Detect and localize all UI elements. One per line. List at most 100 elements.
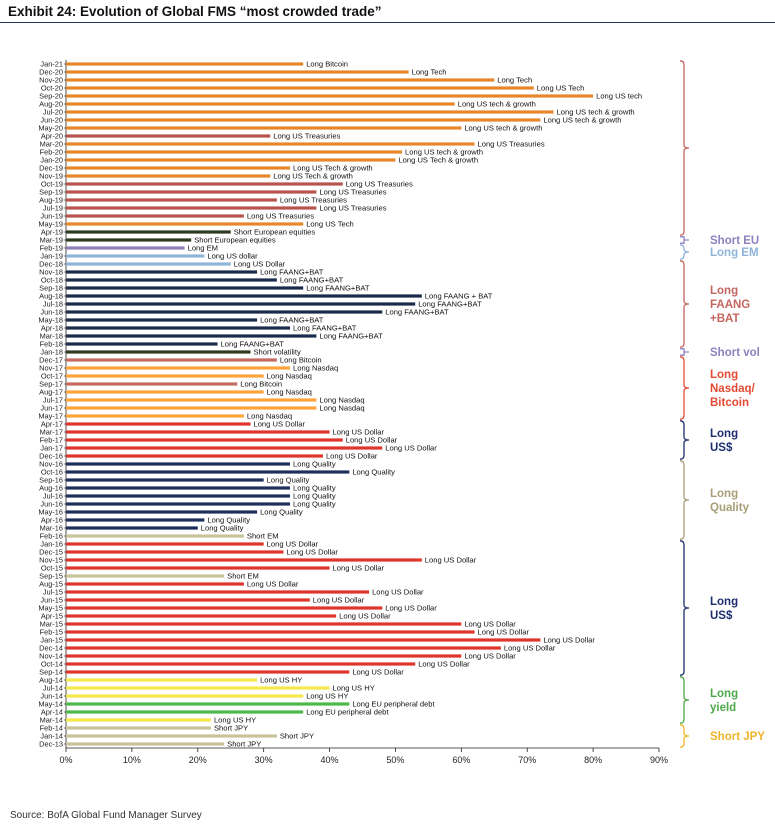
bar (66, 342, 218, 346)
bar (66, 606, 383, 610)
bar (66, 590, 370, 594)
y-tick-label: Jun-16 (40, 500, 63, 509)
data-label: Long US Tech (306, 219, 354, 228)
y-tick-label: Mar-17 (40, 428, 63, 437)
y-tick-label: Jul-15 (43, 588, 63, 597)
data-label: Short volatility (253, 347, 300, 356)
y-tick-label: Apr-14 (41, 708, 63, 717)
bar (66, 382, 238, 386)
y-tick-label: Nov-19 (39, 172, 63, 181)
y-tick-label: Apr-20 (41, 132, 63, 141)
group-label: Nasdaq/ (710, 383, 756, 395)
bar (66, 206, 317, 210)
data-label: Long US tech (596, 91, 642, 100)
data-label: Long FAANG+BAT (293, 323, 357, 332)
y-tick-label: Dec-20 (39, 68, 63, 77)
y-tick-label: Oct-20 (41, 84, 63, 93)
bar (66, 670, 350, 674)
bar (66, 662, 416, 666)
data-label: Short JPY (214, 723, 248, 732)
bar (66, 310, 383, 314)
group-brace (679, 244, 690, 260)
bar (66, 566, 330, 570)
data-label: Long FAANG+BAT (385, 307, 449, 316)
data-label: Long US HY (260, 675, 302, 684)
bar (66, 486, 291, 490)
bar (66, 494, 291, 498)
data-label: Long US Dollar (543, 635, 595, 644)
data-label: Long FAANG+BAT (319, 331, 383, 340)
group-brace (679, 356, 690, 420)
data-label: Long FAANG+BAT (418, 299, 482, 308)
data-label: Long Nasdaq (267, 371, 312, 380)
bar (66, 334, 317, 338)
y-tick-label: Oct-17 (41, 372, 63, 381)
data-label: Long US Treasuries (247, 211, 314, 220)
y-tick-label: Dec-16 (39, 452, 63, 461)
data-label: Long US Dollar (504, 643, 556, 652)
y-tick-label: Apr-16 (41, 516, 63, 525)
bar (66, 702, 350, 706)
group-brace (680, 236, 689, 244)
y-tick-label: Mar-20 (40, 140, 63, 149)
data-label: Long US Treasuries (273, 131, 340, 140)
data-label: Long EU peripheral debt (306, 707, 389, 716)
group-brace (680, 348, 689, 356)
data-label: Long US Dollar (352, 667, 404, 676)
bar (66, 62, 304, 66)
group-label: Short JPY (710, 731, 765, 743)
y-tick-label: Nov-15 (39, 556, 63, 565)
bar (66, 502, 291, 506)
y-tick-label: Mar-14 (40, 716, 63, 725)
y-tick-label: Mar-16 (40, 524, 63, 533)
y-tick-label: Jan-21 (40, 60, 63, 69)
bar (66, 518, 205, 522)
data-label: Long US tech & growth (557, 107, 635, 116)
data-label: Long US dollar (207, 251, 258, 260)
y-tick-label: Jul-16 (43, 492, 63, 501)
y-tick-label: Jun-17 (40, 404, 63, 413)
data-label: Long Bitcoin (240, 379, 282, 388)
y-tick-label: Oct-18 (41, 276, 63, 285)
y-tick-label: Apr-17 (41, 420, 63, 429)
group-label: Long (710, 428, 738, 440)
data-label: Short European equities (234, 227, 316, 236)
y-tick-label: Jun-18 (40, 308, 63, 317)
bar (66, 278, 277, 282)
group-label: Bitcoin (710, 397, 749, 409)
x-tick-label: 80% (584, 755, 602, 765)
x-tick-label: 30% (255, 755, 273, 765)
data-label: Long Nasdaq (319, 395, 364, 404)
bar (66, 542, 264, 546)
bar (66, 678, 258, 682)
group-label: Long (710, 688, 738, 700)
data-label: Long Bitcoin (306, 59, 348, 68)
bar (66, 718, 211, 722)
bar (66, 638, 541, 642)
y-tick-label: Sep-18 (39, 284, 63, 293)
y-tick-label: Apr-15 (41, 612, 63, 621)
crowded-trade-chart: 0% 10% 20% 30% 40% 50% 60% 70% 80% 90% Jan-21 Long … (38, 59, 765, 765)
bar (66, 454, 323, 458)
bar (66, 126, 462, 130)
y-tick-label: Aug-16 (39, 484, 63, 493)
y-tick-label: Sep-16 (39, 476, 63, 485)
y-tick-label: Jun-15 (40, 596, 63, 605)
bar (66, 406, 317, 410)
bar (66, 646, 501, 650)
data-label: Long US HY (333, 683, 375, 692)
data-label: Long Nasdaq (267, 387, 312, 396)
x-tick-label: 50% (386, 755, 404, 765)
y-tick-label: Feb-16 (40, 532, 63, 541)
y-tick-label: May-20 (38, 124, 63, 133)
data-label: Long US HY (306, 691, 348, 700)
bar (66, 462, 291, 466)
data-label: Long US Dollar (372, 587, 424, 596)
data-label: Long US Dollar (385, 443, 437, 452)
bar (66, 166, 291, 170)
y-tick-label: Jan-18 (40, 348, 63, 357)
data-label: Long Quality (293, 491, 336, 500)
data-label: Long US Tech & growth (398, 155, 478, 164)
y-tick-label: Dec-18 (39, 260, 63, 269)
group-label: Long (710, 285, 738, 297)
